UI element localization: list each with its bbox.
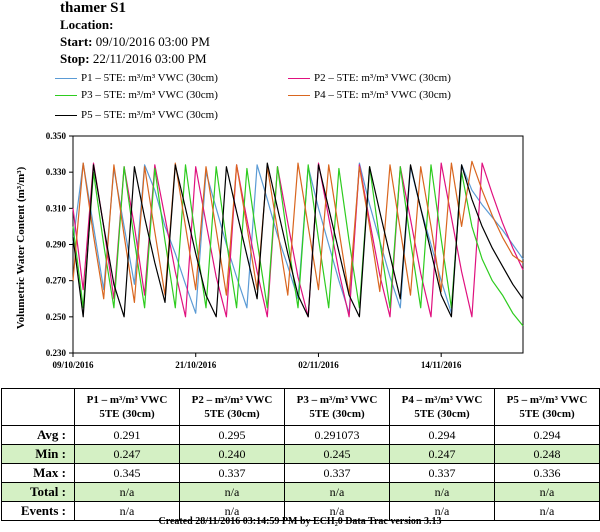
table-cell: 0.295 (179, 425, 285, 445)
table-cell: 0.245 (284, 444, 390, 464)
legend-swatch-p4 (288, 94, 310, 96)
table-cell: n/a (284, 482, 390, 502)
table-row-label: Avg : (1, 425, 75, 445)
y-tick-label: 0.310 (46, 203, 67, 213)
report-title: thamer S1 (60, 0, 126, 16)
start-line: Start: 09/10/2016 03:00 PM (60, 34, 210, 50)
table-cell: 0.247 (74, 444, 180, 464)
y-tick-label: 0.350 (46, 131, 67, 141)
table-row: Min :0.247 0.240 0.245 0.247 0.248 (1, 444, 600, 464)
statistics-table: P1 – m³/m³ VWC 5TE (30cm) P2 – m³/m³ VWC 5… (1, 388, 600, 521)
table-cell: 0.294 (389, 425, 495, 445)
table-cell: n/a (494, 482, 600, 502)
legend-swatch-p2 (288, 77, 310, 79)
table-cell: 0.240 (179, 444, 285, 464)
table-cell: n/a (74, 501, 180, 521)
table-cell: n/a (179, 482, 285, 502)
x-tick-label: 14/11/2016 (421, 360, 462, 370)
legend-item-p2: P2 – 5TE: m³/m³ VWC (30cm) (288, 72, 451, 84)
x-tick-label: 09/10/2016 (52, 360, 94, 370)
start-label: Start: (60, 34, 93, 49)
x-tick-label: 02/11/2016 (298, 360, 339, 370)
series-line-p4 (72, 160, 524, 303)
table-row-label: Events : (1, 501, 75, 521)
table-header-p2: P2 – m³/m³ VWC 5TE (30cm) (179, 388, 285, 426)
stop-line: Stop: 22/11/2016 03:00 PM (60, 51, 207, 67)
y-tick-label: 0.330 (46, 167, 67, 177)
legend-label-p5: P5 – 5TE: m³/m³ VWC (30cm) (81, 109, 218, 121)
series-line-p5 (72, 162, 524, 318)
legend-label-p4: P4 – 5TE: m³/m³ VWC (30cm) (314, 89, 451, 101)
table-header-corner (1, 388, 75, 426)
y-tick-label: 0.290 (46, 240, 67, 250)
table-cell: 0.337 (284, 463, 390, 483)
table-row: Events : n/a n/a n/a n/a n/a (1, 501, 600, 521)
y-tick-label: 0.250 (46, 312, 67, 322)
table-cell: 0.336 (494, 463, 600, 483)
y-tick-label: 0.230 (46, 348, 67, 358)
table-cell: 0.291 (74, 425, 180, 445)
table-cell: n/a (494, 501, 600, 521)
table-header-p4: P4 – m³/m³ VWC 5TE (30cm) (389, 388, 495, 426)
location-label: Location: (60, 17, 114, 32)
location-line: Location: (60, 17, 113, 33)
legend-label-p2: P2 – 5TE: m³/m³ VWC (30cm) (314, 72, 451, 84)
table-header-p5: P5 – m³/m³ VWC 5TE (30cm) (494, 388, 600, 426)
legend-swatch-p3 (55, 94, 77, 96)
legend-label-p1: P1 – 5TE: m³/m³ VWC (30cm) (81, 72, 218, 84)
table-header-row: P1 – m³/m³ VWC 5TE (30cm) P2 – m³/m³ VWC 5… (1, 388, 600, 426)
table-row: Avg :0.291 0.295 0.291073 0.294 0.294 (1, 425, 600, 445)
series-line-p1 (72, 162, 524, 314)
y-tick-label: 0.270 (46, 276, 67, 286)
table-cell: 0.247 (389, 444, 495, 464)
legend-item-p3: P3 – 5TE: m³/m³ VWC (30cm) (55, 89, 218, 101)
table-header-p1: P1 – m³/m³ VWC 5TE (30cm) (74, 388, 180, 426)
table-row-label: Total : (1, 482, 75, 502)
y-axis-label: Volumetric Water Content (m³/m³) (15, 166, 27, 329)
plot-area: 0.230 0.250 0.270 0.290 0.310 0.330 0.350 09/10… (46, 131, 524, 370)
table-cell: 0.248 (494, 444, 600, 464)
series-line-p3 (72, 164, 524, 327)
table-row-label: Min : (1, 444, 75, 464)
table-cell: 0.337 (389, 463, 495, 483)
legend-item-p5: P5 – 5TE: m³/m³ VWC (30cm) (55, 109, 218, 121)
table-row: Total : n/a n/a n/a n/a n/a (1, 482, 600, 502)
footer-credit: Created 28/11/2016 03:14:59 PM by ECH₂0 … (158, 516, 442, 527)
table-cell: n/a (179, 501, 285, 521)
legend-swatch-p1 (55, 77, 77, 79)
stop-label: Stop: (60, 51, 90, 66)
table-cell: 0.291073 (284, 425, 390, 445)
table-cell: 0.337 (179, 463, 285, 483)
legend-label-p3: P3 – 5TE: m³/m³ VWC (30cm) (81, 89, 218, 101)
table-row: Max :0.345 0.337 0.337 0.337 0.336 (1, 463, 600, 483)
table-cell: 0.294 (494, 425, 600, 445)
legend-item-p4: P4 – 5TE: m³/m³ VWC (30cm) (288, 89, 451, 101)
table-cell: n/a (74, 482, 180, 502)
table-cell: n/a (389, 501, 495, 521)
table-cell: 0.345 (74, 463, 180, 483)
x-tick-label: 21/10/2016 (175, 360, 217, 370)
table-body: Avg :0.291 0.295 0.291073 0.294 0.294 Min :0.… (1, 425, 600, 521)
table-row-label: Max : (1, 463, 75, 483)
table-cell: n/a (389, 482, 495, 502)
vwc-line-chart: 0.230 0.250 0.270 0.290 0.310 0.330 0.350 09/10… (15, 131, 524, 370)
table-cell: n/a (284, 501, 390, 521)
start-value: 09/10/2016 03:00 PM (95, 34, 210, 49)
legend-swatch-p5 (55, 114, 77, 116)
stop-value: 22/11/2016 03:00 PM (92, 51, 207, 66)
legend-item-p1: P1 – 5TE: m³/m³ VWC (30cm) (55, 72, 218, 84)
table-header-p3: P3 – m³/m³ VWC 5TE (30cm) (284, 388, 390, 426)
